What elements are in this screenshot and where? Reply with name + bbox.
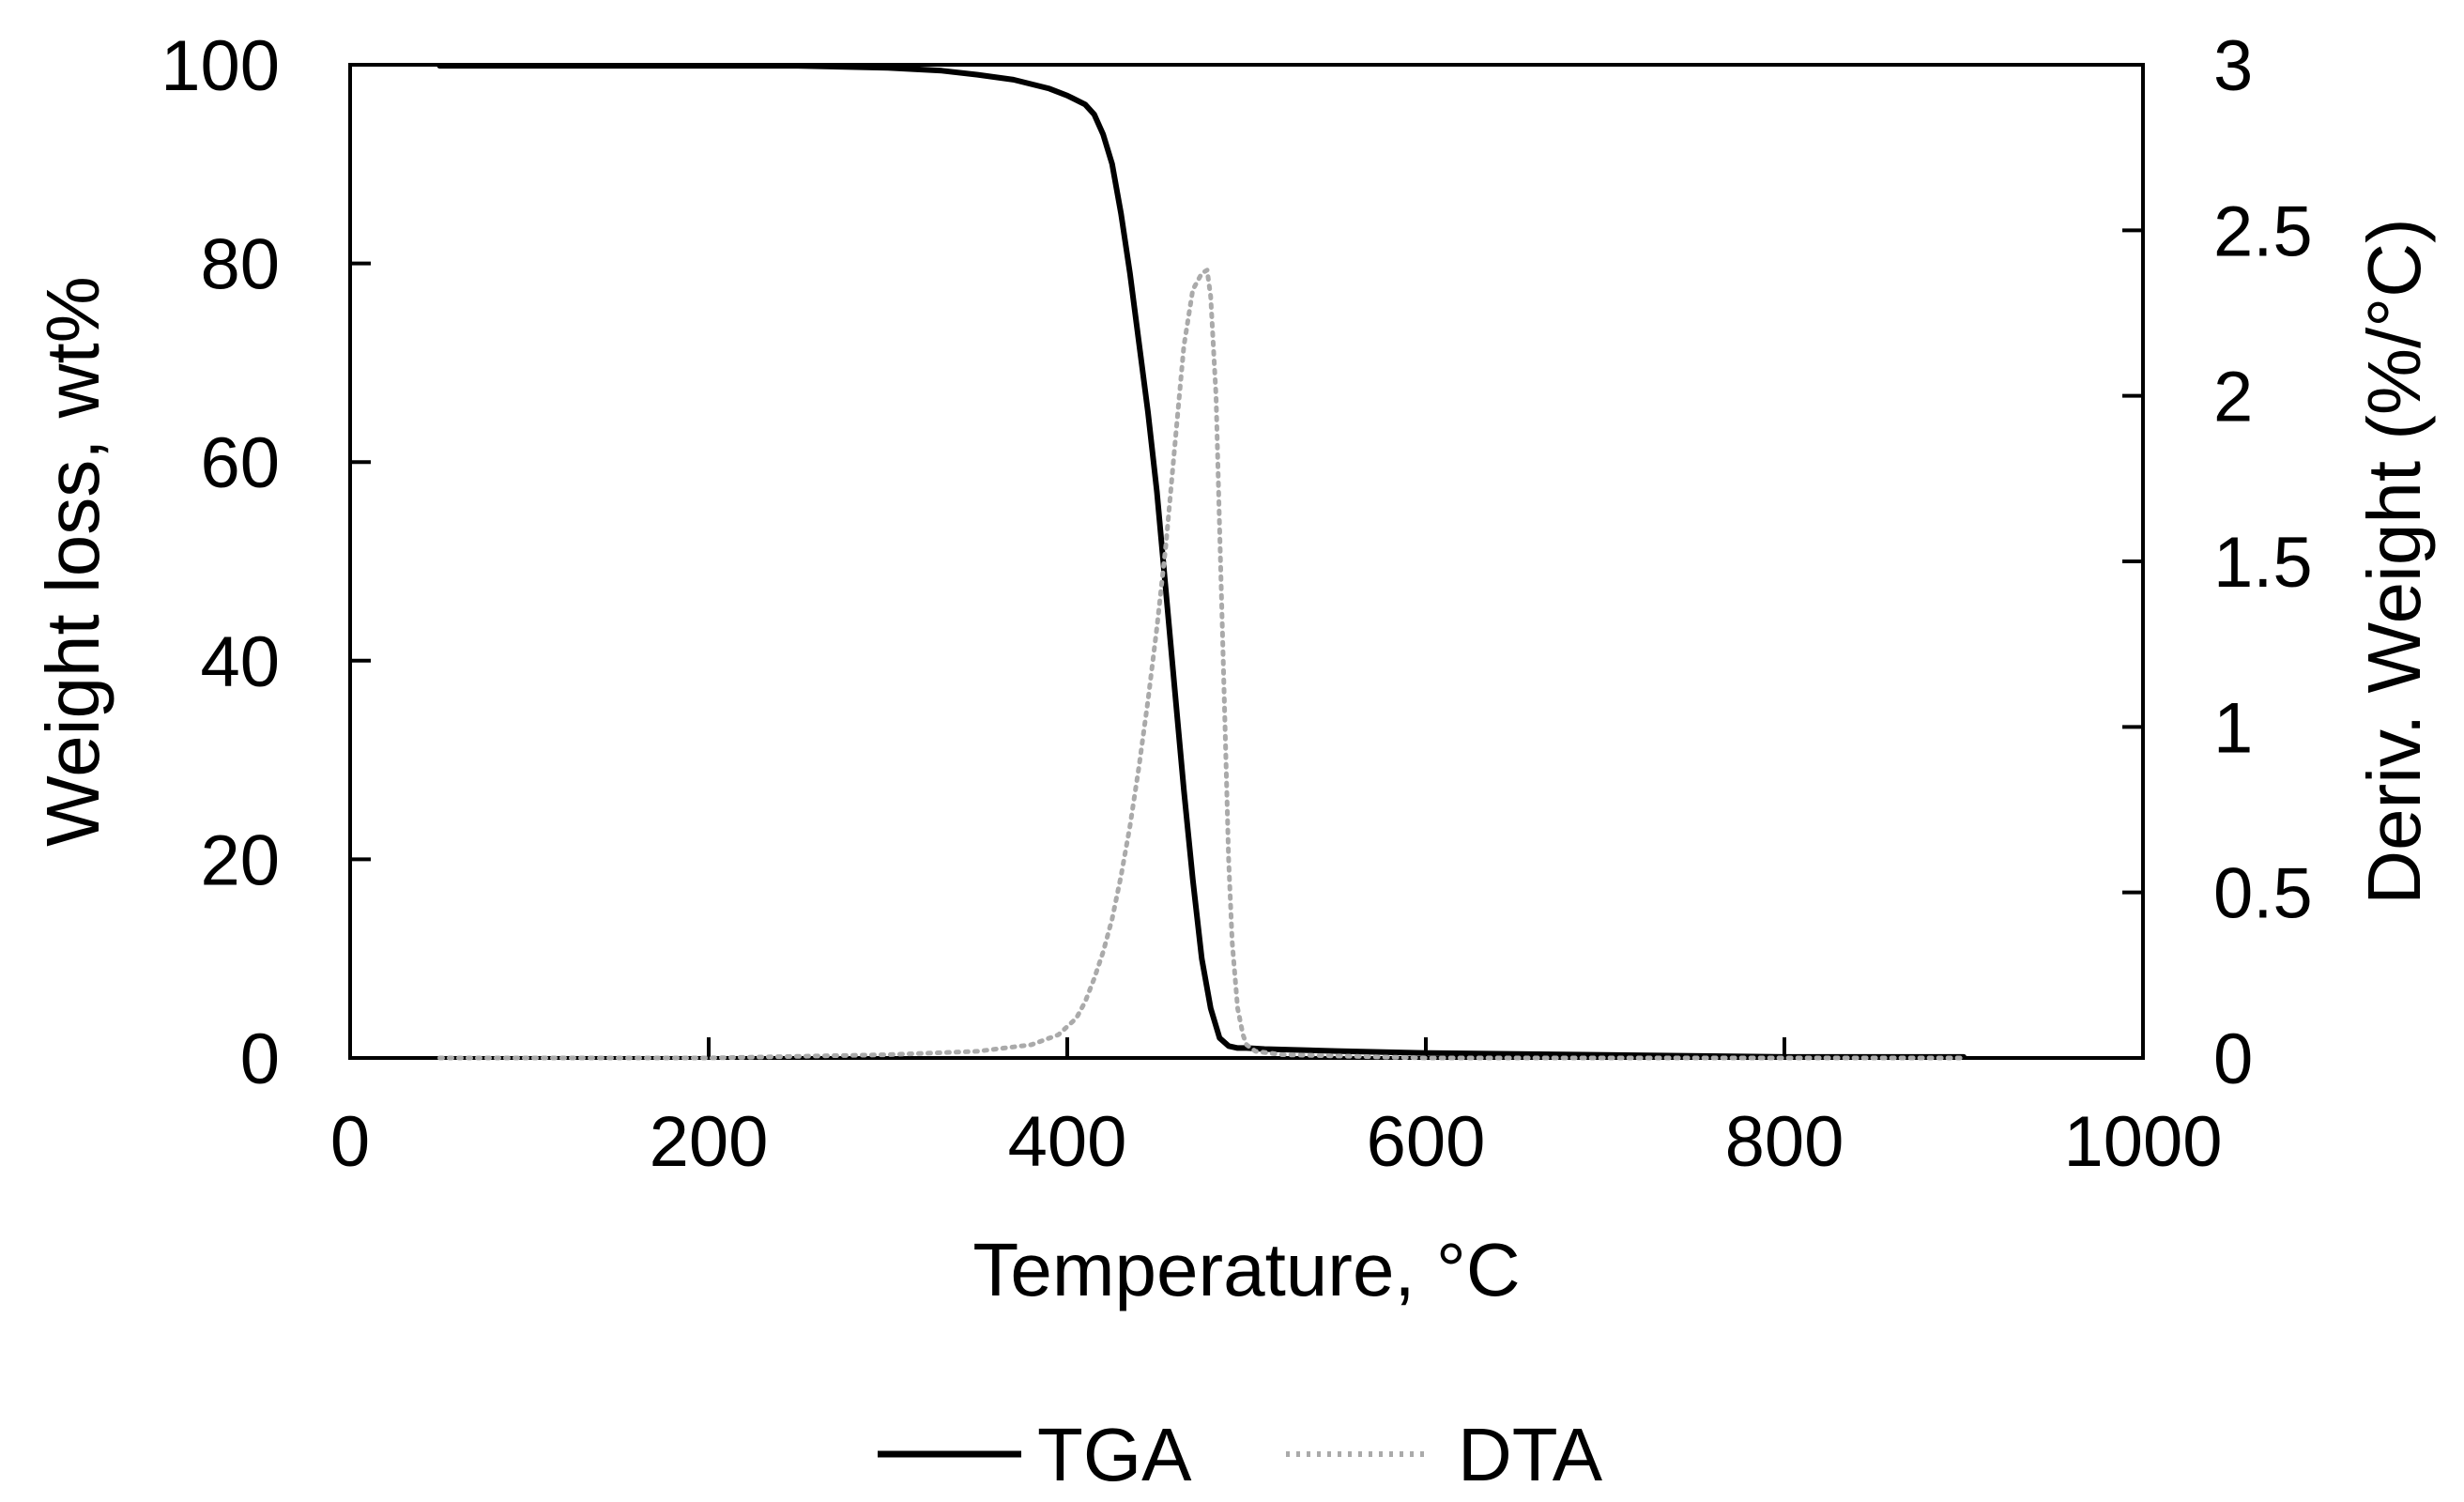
- legend-label-dta: DTA: [1458, 1413, 1603, 1496]
- y-left-tick-label: 100: [161, 26, 280, 106]
- y-left-tick-label: 80: [200, 225, 280, 305]
- y-left-tick-label: 40: [200, 622, 280, 702]
- x-tick-label: 600: [1367, 1102, 1486, 1182]
- x-tick-label: 200: [650, 1102, 769, 1182]
- y-left-tick-label: 20: [200, 820, 280, 900]
- y-left-tick-label: 0: [240, 1019, 280, 1099]
- y-left-axis-title: Weight loss, wt%: [31, 276, 115, 847]
- y-right-tick-label: 2.5: [2213, 192, 2313, 271]
- y-right-tick-label: 1: [2213, 688, 2253, 768]
- x-tick-label: 400: [1008, 1102, 1127, 1182]
- series-line-dta: [437, 268, 1967, 1061]
- x-tick-label: 0: [330, 1102, 370, 1182]
- y-right-tick-label: 1.5: [2213, 523, 2313, 603]
- y-right-ticks: 0 0.5 1 1.5 2 2.5 3: [2122, 26, 2313, 1099]
- y-left-tick-label: 60: [200, 423, 280, 503]
- series-layer: [436, 63, 1967, 1061]
- y-right-tick-label: 2: [2213, 358, 2253, 437]
- x-tick-label: 800: [1725, 1102, 1844, 1182]
- series-line-tga: [436, 63, 1967, 1060]
- y-right-tick-label: 0.5: [2213, 854, 2313, 934]
- y-right-tick-label: 3: [2213, 26, 2253, 106]
- legend-label-tga: TGA: [1037, 1413, 1192, 1496]
- legend: TGA DTA: [878, 1413, 1603, 1496]
- x-tick-label: 1000: [2063, 1102, 2222, 1182]
- y-right-tick-label: 0: [2213, 1019, 2253, 1099]
- plot-area: [348, 63, 2145, 1060]
- y-right-axis-title: Deriv. Weight (%/°C): [2352, 218, 2436, 904]
- x-axis-title: Temperature, °C: [972, 1228, 1520, 1311]
- y-left-ticks: 0 20 40 60 80 100: [161, 26, 371, 1099]
- x-ticks: 0 200 400 600 800 1000: [330, 1037, 2223, 1182]
